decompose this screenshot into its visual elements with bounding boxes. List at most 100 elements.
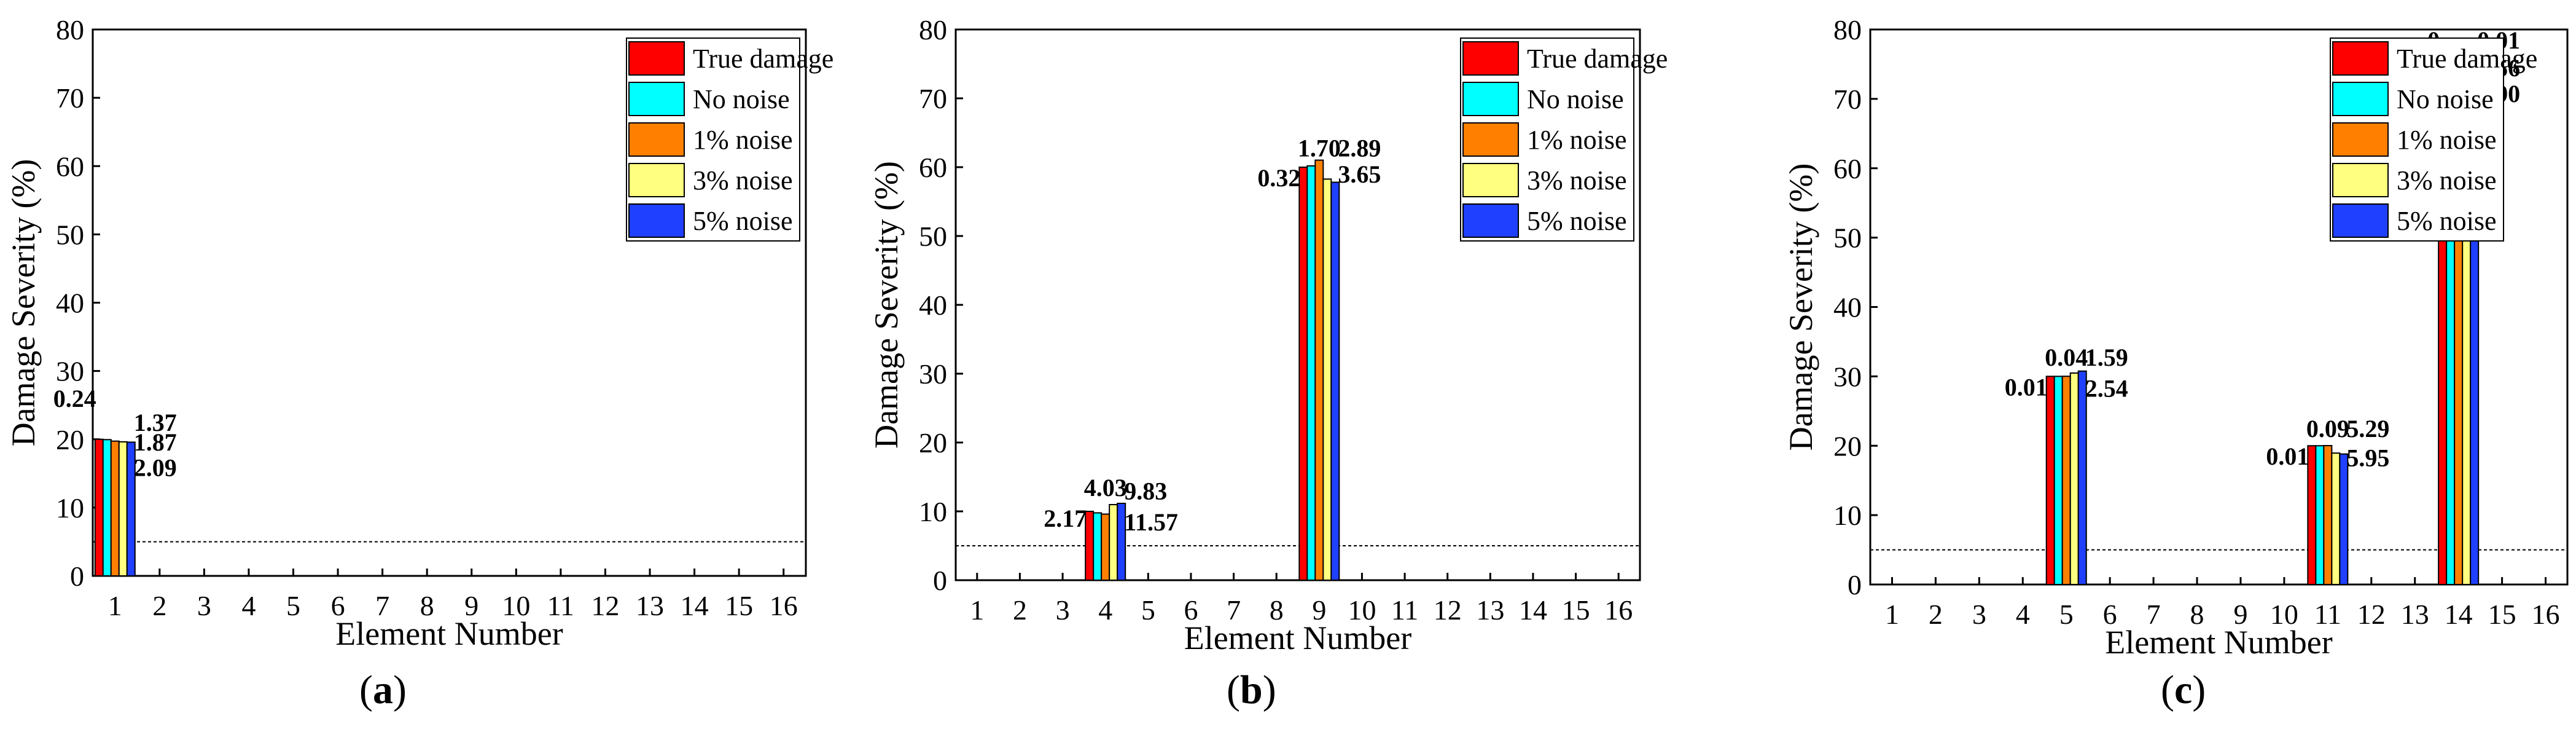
x-tick-label: 4: [1098, 594, 1112, 626]
y-tick-label: 20: [56, 424, 84, 455]
data-label: 1.70: [1298, 135, 1341, 162]
x-tick-label: 8: [1270, 594, 1284, 626]
bar-1-noise-element-9: [1314, 159, 1324, 581]
legend-entry: 1% noise: [2397, 125, 2497, 155]
bar-true-damage-element-9: [1298, 167, 1308, 581]
y-tick-label: 0: [933, 565, 947, 596]
x-tick-label: 5: [1141, 594, 1155, 626]
x-tick-label: 9: [2233, 599, 2247, 630]
x-tick-label: 13: [1476, 594, 1504, 626]
bar-5-noise-element-5: [2077, 370, 2087, 585]
legend-swatch: [1462, 163, 1519, 197]
x-axis-title: Element Number: [335, 615, 563, 652]
x-tick-label: 2: [152, 590, 166, 621]
x-tick-label: 8: [420, 590, 434, 621]
data-label: 4.03: [1084, 474, 1127, 502]
y-tick-label: 60: [56, 151, 84, 182]
bar-3-noise-element-4: [1109, 504, 1118, 581]
bar-1-noise-element-11: [2323, 445, 2333, 585]
data-label: 5.29: [2346, 415, 2389, 443]
x-tick-label: 1: [970, 594, 984, 626]
y-tick-label: 50: [1833, 222, 1862, 254]
y-tick-label: 40: [1833, 292, 1862, 323]
x-tick-label: 4: [2016, 599, 2030, 630]
x-tick-label: 2: [1929, 599, 1943, 630]
data-label: 2.89: [1338, 135, 1381, 162]
y-tick-label: 10: [1833, 500, 1862, 531]
legend-swatch: [2332, 203, 2389, 238]
x-tick-label: 14: [1519, 594, 1547, 626]
bar-no-noise-element-9: [1306, 165, 1316, 581]
y-tick-label: 60: [919, 152, 947, 183]
x-tick-label: 3: [1056, 594, 1070, 626]
legend-swatch: [1462, 203, 1519, 238]
bar-3-noise-element-11: [2331, 452, 2341, 585]
data-label: 0.09: [2306, 415, 2349, 443]
data-label: 0.01: [2266, 443, 2309, 470]
y-tick-label: 80: [56, 14, 84, 45]
legend: True damage No noise 1% noise 3% noise 5% no…: [2330, 37, 2537, 242]
data-label: 0.01: [2005, 373, 2048, 401]
x-tick-label: 10: [2270, 599, 2298, 630]
y-tick-label: 70: [56, 82, 84, 114]
legend-entry: True damage: [2397, 44, 2537, 74]
y-tick-label: 70: [1833, 84, 1862, 115]
legend-entry: True damage: [1527, 44, 1668, 74]
y-tick-label: 50: [56, 219, 84, 250]
x-tick-label: 4: [241, 590, 256, 621]
legend-entry: 5% noise: [2397, 206, 2497, 236]
legend-swatch: [628, 163, 685, 197]
bar-1-noise-element-5: [2061, 376, 2071, 586]
x-axis-title: Element Number: [1184, 620, 1411, 656]
y-tick-label: 50: [919, 221, 947, 252]
x-tick-label: 14: [2445, 599, 2473, 630]
legend-entry: No noise: [2397, 84, 2494, 114]
x-tick-label: 5: [286, 590, 300, 621]
panel-label-b: (b): [1227, 667, 1276, 712]
x-tick-label: 5: [2059, 599, 2074, 630]
y-tick-label: 30: [1833, 361, 1862, 392]
legend-entry: True damage: [693, 44, 833, 74]
x-tick-label: 12: [591, 590, 619, 621]
x-tick-label: 10: [1348, 594, 1376, 626]
data-label: 0.24: [53, 385, 96, 412]
bar-5-noise-element-1: [126, 441, 136, 577]
data-label: 5.95: [2346, 444, 2389, 471]
x-axis-title: Element Number: [2105, 624, 2332, 661]
x-tick-label: 6: [2103, 599, 2117, 630]
bar-3-noise-element-9: [1322, 178, 1332, 581]
data-label: 0.32: [1257, 164, 1300, 192]
y-tick-label: 70: [919, 83, 947, 114]
data-label: 1.37: [134, 409, 177, 436]
legend-entry: 1% noise: [693, 125, 793, 155]
x-tick-label: 13: [2401, 599, 2429, 630]
bar-no-noise-element-5: [2053, 376, 2063, 585]
legend-entry: 3% noise: [1527, 165, 1627, 195]
x-tick-label: 7: [1227, 594, 1241, 626]
legend-entry: No noise: [1527, 84, 1624, 114]
bar-3-noise-element-5: [2069, 372, 2079, 585]
y-tick-label: 40: [919, 289, 947, 321]
x-tick-label: 1: [108, 590, 122, 621]
x-tick-label: 11: [547, 590, 574, 621]
data-label: 0.04: [2045, 344, 2088, 371]
legend: True damage No noise 1% noise 3% noise 5% no…: [1460, 37, 1668, 242]
legend: True damage No noise 1% noise 3% noise 5% no…: [626, 37, 833, 242]
legend-swatch: [628, 122, 685, 157]
x-tick-label: 12: [2357, 599, 2386, 630]
x-tick-label: 15: [725, 590, 753, 621]
data-label: 9.83: [1124, 477, 1167, 505]
bar-5-noise-element-4: [1117, 503, 1126, 581]
x-tick-label: 14: [681, 590, 709, 621]
legend-swatch: [2332, 41, 2389, 76]
y-tick-label: 40: [56, 288, 84, 319]
data-label: 3.65: [1338, 160, 1381, 188]
y-tick-label: 80: [919, 14, 947, 45]
y-tick-label: 0: [70, 561, 84, 592]
legend-entry: 5% noise: [1527, 206, 1627, 236]
data-label: 2.09: [134, 454, 177, 481]
legend-entry: 5% noise: [693, 206, 793, 236]
